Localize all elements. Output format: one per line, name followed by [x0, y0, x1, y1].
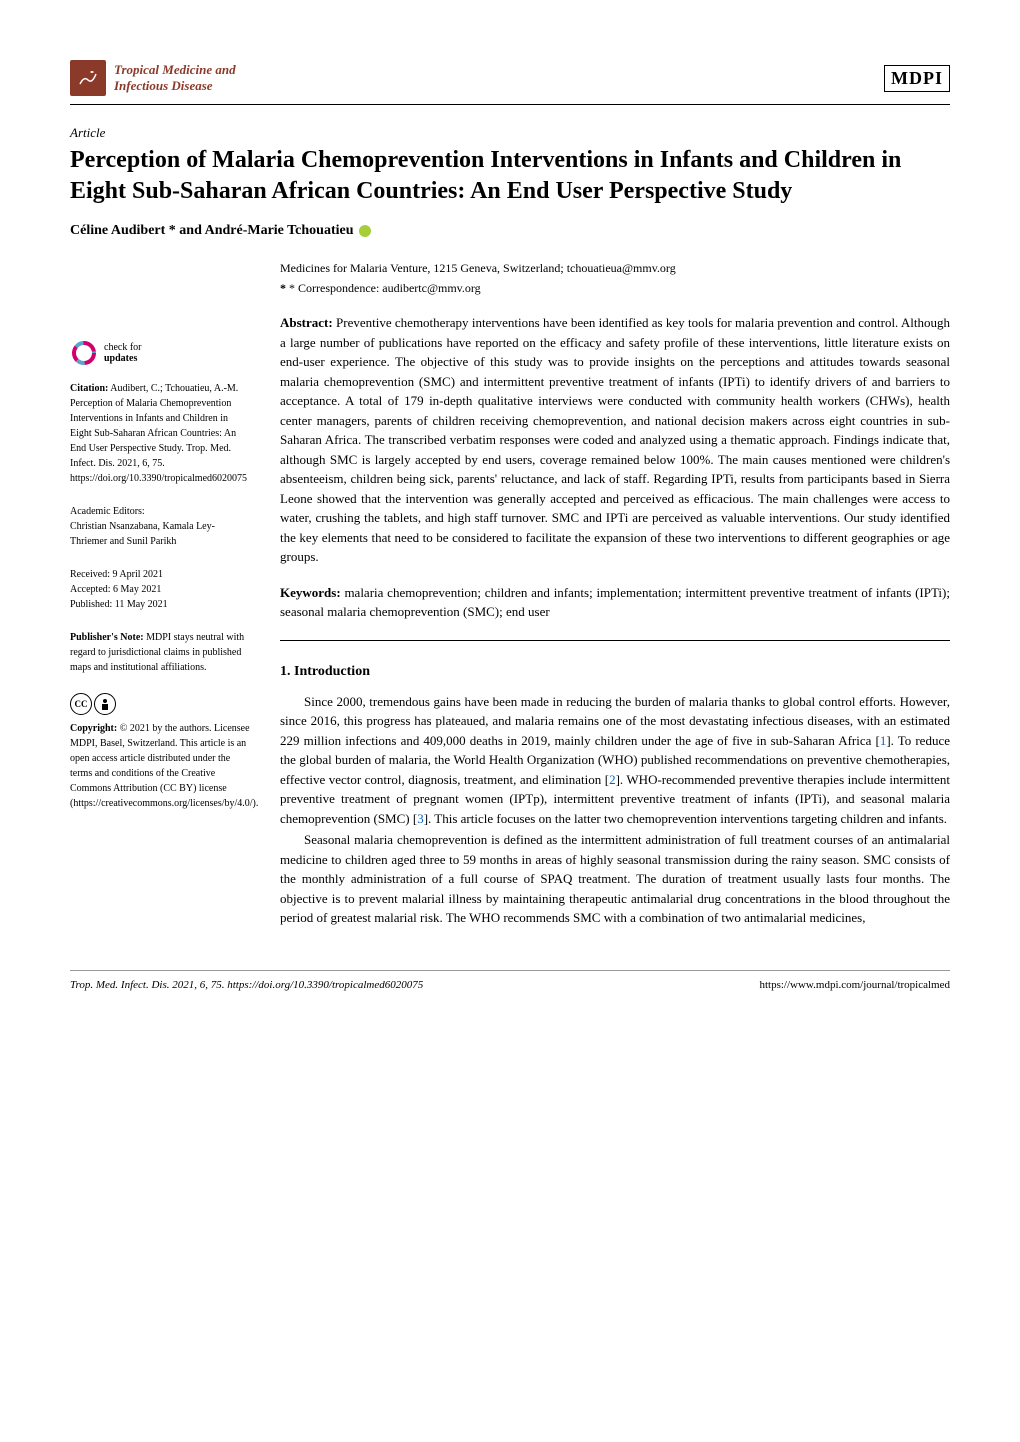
- affiliation: Medicines for Malaria Venture, 1215 Gene…: [280, 259, 950, 277]
- abstract: Abstract: Preventive chemotherapy interv…: [280, 313, 950, 567]
- copyright-block: Copyright: © 2021 by the authors. Licens…: [70, 721, 250, 811]
- accepted-date: Accepted: 6 May 2021: [70, 582, 250, 597]
- editors-label: Academic Editors:: [70, 504, 250, 519]
- by-icon: [94, 693, 116, 715]
- editors-block: Academic Editors: Christian Nsanzabana, …: [70, 504, 250, 549]
- page-footer: Trop. Med. Infect. Dis. 2021, 6, 75. htt…: [70, 970, 950, 991]
- footer-citation: Trop. Med. Infect. Dis. 2021, 6, 75. htt…: [70, 979, 423, 991]
- check-updates-icon: [70, 339, 98, 367]
- correspondence: * * Correspondence: audibertc@mmv.org: [280, 279, 950, 297]
- intro-para-1: Since 2000, tremendous gains have been m…: [280, 692, 950, 829]
- abstract-label: Abstract:: [280, 315, 333, 330]
- dates-block: Received: 9 April 2021 Accepted: 6 May 2…: [70, 567, 250, 612]
- check-for-updates[interactable]: check for updates: [70, 339, 250, 367]
- publisher-logo: MDPI: [884, 65, 950, 92]
- received-date: Received: 9 April 2021: [70, 567, 250, 582]
- citation-text: Audibert, C.; Tchouatieu, A.-M. Percepti…: [70, 383, 247, 484]
- article-title: Perception of Malaria Chemoprevention In…: [70, 145, 950, 207]
- citation-label: Citation:: [70, 383, 108, 394]
- keywords-text: malaria chemoprevention; children and in…: [280, 585, 950, 620]
- authors-text: Céline Audibert * and André-Marie Tchoua…: [70, 223, 354, 238]
- check-updates-line2: updates: [104, 353, 141, 364]
- authors: Céline Audibert * and André-Marie Tchoua…: [70, 223, 950, 239]
- cc-license-icons: CC: [70, 693, 250, 715]
- sidebar: check for updates Citation: Audibert, C.…: [70, 259, 250, 930]
- two-column-layout: check for updates Citation: Audibert, C.…: [70, 259, 950, 930]
- editors-names: Christian Nsanzabana, Kamala Ley-Thrieme…: [70, 519, 250, 549]
- page-header: Tropical Medicine and Infectious Disease…: [70, 60, 950, 105]
- copyright-label: Copyright:: [70, 723, 117, 734]
- keywords-label: Keywords:: [280, 585, 341, 600]
- cc-icon: CC: [70, 693, 92, 715]
- journal-name: Tropical Medicine and Infectious Disease: [114, 62, 236, 93]
- journal-logo-icon: [70, 60, 106, 96]
- check-updates-text: check for updates: [104, 342, 141, 364]
- footer-left: Trop. Med. Infect. Dis. 2021, 6, 75. htt…: [70, 979, 423, 991]
- citation-block: Citation: Audibert, C.; Tchouatieu, A.-M…: [70, 381, 250, 486]
- publisher-note-label: Publisher's Note:: [70, 632, 144, 643]
- abstract-text: Preventive chemotherapy interventions ha…: [280, 315, 950, 564]
- journal-name-line2: Infectious Disease: [114, 78, 236, 94]
- published-date: Published: 11 May 2021: [70, 597, 250, 612]
- main-content: Medicines for Malaria Venture, 1215 Gene…: [280, 259, 950, 930]
- copyright-text: © 2021 by the authors. Licensee MDPI, Ba…: [70, 723, 258, 809]
- intro-text-1a: Since 2000, tremendous gains have been m…: [280, 694, 950, 748]
- intro-para-2: Seasonal malaria chemoprevention is defi…: [280, 830, 950, 928]
- publisher-note-block: Publisher's Note: MDPI stays neutral wit…: [70, 630, 250, 675]
- intro-text-1d: ]. This article focuses on the latter tw…: [424, 811, 947, 826]
- article-type: Article: [70, 125, 950, 141]
- footer-right: https://www.mdpi.com/journal/tropicalmed: [759, 979, 950, 991]
- journal-logo-block: Tropical Medicine and Infectious Disease: [70, 60, 236, 96]
- intro-heading: 1. Introduction: [280, 661, 950, 682]
- check-updates-line1: check for: [104, 342, 141, 353]
- journal-name-line1: Tropical Medicine and: [114, 62, 236, 78]
- correspondence-text: * Correspondence: audibertc@mmv.org: [289, 281, 481, 295]
- keywords: Keywords: malaria chemoprevention; child…: [280, 583, 950, 641]
- orcid-icon: [359, 225, 371, 237]
